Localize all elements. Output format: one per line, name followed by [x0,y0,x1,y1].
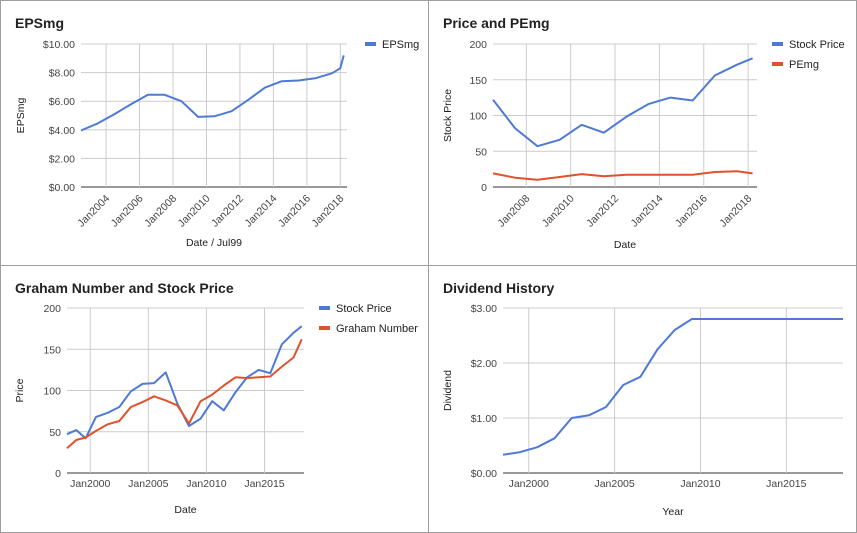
y-tick-label: $0.00 [471,468,497,480]
legend-swatch [365,42,376,46]
y-tick-label: 200 [469,39,487,51]
x-tick-label: Jan2012 [584,193,621,230]
legend-swatch [319,306,330,310]
chart-title: EPSmg [15,15,64,31]
y-tick-label: $8.00 [49,68,75,80]
series-line-epsmg [80,55,345,132]
chart-0-svg: EPSmg $0.00 $2.00 $4.00 $6.00 $8.00 $10.00 Jan2… [15,15,419,249]
legend-swatch [772,62,783,66]
chart-title: Graham Number and Stock Price [15,280,234,296]
x-tick-label: Jan2000 [70,478,110,490]
chart-title: Dividend History [443,280,554,296]
x-axis-label: Date [614,239,636,251]
graham-chart-panel: Graham Number and Stock Price 0 50 100 150 20… [1,266,428,532]
chart-title: Price and PEmg [443,15,550,31]
series-line-0 [502,318,843,456]
x-tick-label: Jan2010 [176,193,213,230]
x-tick-label: Jan2008 [142,193,179,230]
y-tick-label: 100 [469,111,487,123]
x-tick-label: Jan2014 [243,193,280,230]
y-tick-label: 50 [49,427,61,439]
x-axis-label: Date / Jul99 [186,237,242,249]
legend-label: Stock Price [789,39,845,51]
dividend-chart-panel: Dividend History $0.00 $1.00 $2.00 $3.00 Jan2… [429,266,856,532]
x-tick-label: Jan2006 [109,193,146,230]
x-tick-label: Jan2014 [629,193,666,230]
price-pe-chart-panel: Price and PEmg 0 50 100 150 200 Jan2008 Jan2010… [429,1,856,265]
y-tick-label: 0 [55,468,61,480]
y-tick-label: 100 [43,386,61,398]
y-axis-label: Dividend [442,370,454,411]
x-tick-label: Jan2010 [680,478,720,490]
x-tick-label: Jan2010 [540,193,577,230]
x-tick-label: Jan2016 [673,193,710,230]
y-tick-label: 200 [43,303,61,315]
x-axis-label: Date [174,504,196,516]
y-tick-label: $10.00 [43,39,75,51]
x-tick-label: Jan2012 [209,193,246,230]
y-axis-label: Stock Price [442,89,454,142]
y-tick-label: $3.00 [471,303,497,315]
x-tick-label: Jan2000 [509,478,549,490]
x-axis-label: Year [662,506,684,518]
y-axis-label: EPSmg [15,98,27,134]
y-tick-label: $6.00 [49,96,75,108]
x-tick-label: Jan2015 [766,478,806,490]
series-line-stock-price [66,325,303,440]
y-tick-label: $2.00 [49,153,75,165]
y-tick-label: $1.00 [471,413,497,425]
y-tick-label: $0.00 [49,182,75,194]
x-tick-label: Jan2005 [594,478,634,490]
y-tick-label: $4.00 [49,125,75,137]
legend-label: Graham Number [336,323,418,335]
y-tick-label: 0 [481,182,487,194]
series-line-graham-number [66,338,303,450]
y-axis-label: Price [14,378,26,402]
x-tick-label: Jan2005 [128,478,168,490]
x-tick-label: Jan2010 [186,478,226,490]
x-tick-label: Jan2015 [244,478,284,490]
chart-3-svg: Dividend History $0.00 $1.00 $2.00 $3.00 Jan2… [442,280,843,518]
legend-swatch [319,326,330,330]
chart-2-svg: Graham Number and Stock Price 0 50 100 150 20… [14,280,418,516]
x-tick-label: Jan2018 [717,193,754,230]
chart-1-svg: Price and PEmg 0 50 100 150 200 Jan2008 Jan2010… [442,15,845,251]
y-tick-label: 150 [469,75,487,87]
legend-swatch [772,42,783,46]
y-tick-label: 50 [475,146,487,158]
legend-label: Stock Price [336,303,392,315]
series-line-stock-price [492,57,753,148]
x-tick-label: Jan2018 [309,193,346,230]
y-tick-label: 150 [43,344,61,356]
x-tick-label: Jan2004 [75,193,112,230]
legend-label: EPSmg [382,39,419,51]
x-tick-label: Jan2008 [495,193,532,230]
y-tick-label: $2.00 [471,358,497,370]
legend-label: PEmg [789,59,819,71]
series-line-pemg [492,170,753,181]
eps-chart-panel: EPSmg $0.00 $2.00 $4.00 $6.00 $8.00 $10.00 Jan2… [1,1,428,265]
x-tick-label: Jan2016 [276,193,313,230]
